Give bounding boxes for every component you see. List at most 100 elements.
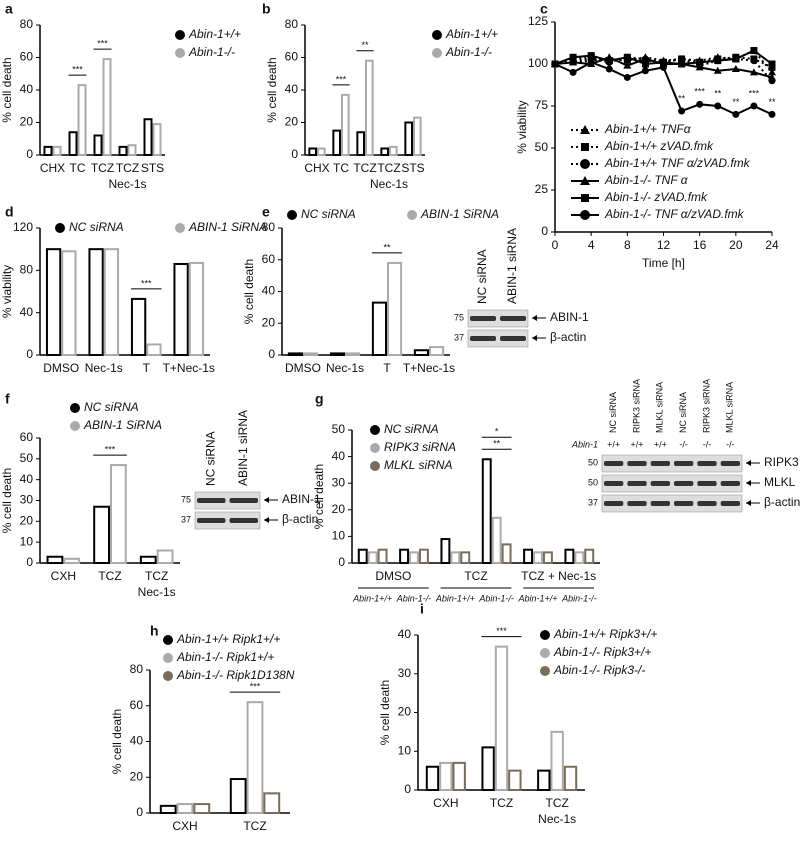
panel-letter: a	[5, 1, 13, 17]
legend-marker	[580, 159, 590, 169]
x-tick-label: Abin-1-/-	[478, 593, 514, 603]
blot-band	[697, 461, 717, 466]
bar	[389, 145, 398, 156]
bar	[440, 538, 451, 564]
bar	[93, 505, 110, 564]
point	[641, 60, 649, 68]
blot-band	[470, 336, 496, 341]
x-tick-label: Nec-1s	[85, 361, 123, 375]
significance-label: ***	[336, 74, 347, 84]
legend-marker	[407, 210, 417, 220]
blot-band	[627, 501, 647, 506]
y-tick-label: 40	[332, 449, 346, 463]
x-tick-label: 8	[624, 238, 631, 252]
point	[750, 47, 758, 55]
bar	[152, 123, 162, 156]
y-tick-label: 125	[528, 14, 548, 28]
point	[768, 110, 776, 118]
blot-lane-label: RIPK3 siRNA	[631, 379, 641, 433]
point	[750, 102, 758, 110]
y-tick-label: 40	[20, 305, 34, 319]
bar	[399, 548, 410, 565]
x-tick-label: T+Nec-1s	[163, 361, 215, 375]
genotype-value: +/+	[654, 439, 667, 449]
x-tick-note: Nec-1s	[370, 177, 408, 191]
point	[587, 52, 595, 60]
point	[678, 60, 686, 68]
bar	[263, 792, 281, 815]
bar	[452, 761, 466, 791]
blot-marker: 50	[588, 457, 598, 467]
x-tick-label: TCZ	[353, 161, 376, 175]
legend-label: Abin-1-/-	[188, 45, 235, 59]
y-tick-label: 120	[13, 220, 33, 234]
legend-label: Abin-1-/- TNF α/zVAD.fmk	[604, 207, 745, 221]
panel-letter: e	[262, 204, 270, 220]
x-tick-label: DMSO	[43, 361, 79, 375]
genotype-value: +/+	[607, 439, 620, 449]
significance-label: ***	[250, 682, 261, 692]
bar	[77, 84, 87, 156]
bar	[61, 250, 77, 357]
bar	[159, 804, 177, 814]
x-tick-label: CXH	[172, 819, 197, 833]
y-tick-label: 25	[535, 182, 549, 196]
legend-marker	[540, 630, 550, 640]
y-tick-label: 40	[130, 734, 144, 748]
bar	[365, 59, 374, 156]
group-label: DMSO	[375, 569, 411, 583]
genotype-value: -/-	[726, 439, 735, 449]
bar	[450, 551, 461, 564]
y-tick-label: 20	[130, 769, 144, 783]
x-tick-label: T	[383, 361, 391, 375]
bar	[404, 121, 413, 156]
x-tick-label: 0	[552, 238, 559, 252]
x-tick-label: Abin-1-/-	[396, 593, 432, 603]
blot-band	[604, 461, 624, 466]
legend-label: Abin-1-/- Ripk1D138N	[176, 668, 295, 682]
blot-band	[650, 501, 670, 506]
y-tick-label: 0	[136, 805, 143, 819]
blot-lane-label: NC siRNA	[608, 392, 618, 433]
bar	[46, 555, 64, 564]
legend-marker	[163, 671, 173, 681]
significance-label: **	[714, 88, 722, 98]
blot-band	[720, 501, 740, 506]
legend-label: Abin-1+/+	[445, 27, 498, 41]
point	[696, 100, 704, 108]
bar	[229, 778, 247, 814]
bar	[584, 548, 595, 565]
legend-label: ABIN-1 SiRNA	[188, 220, 267, 234]
blot-band	[197, 498, 226, 503]
significance-label: ***	[105, 444, 116, 454]
y-tick-label: 60	[20, 430, 34, 444]
y-tick-label: 20	[398, 705, 412, 719]
bar	[63, 557, 81, 564]
blot-band	[627, 481, 647, 486]
bar	[93, 134, 103, 156]
blot-band-label: RIPK3	[764, 455, 799, 469]
significance-label: **	[383, 242, 391, 252]
bar	[146, 343, 162, 356]
legend-marker	[175, 48, 185, 58]
y-tick-label: 20	[20, 115, 34, 129]
legend-label: Abin-1-/- TNF α	[604, 173, 689, 187]
legend-marker	[370, 425, 380, 435]
y-tick-label: 60	[262, 252, 276, 266]
blot-band	[650, 461, 670, 466]
x-tick-label: CXH	[433, 796, 458, 810]
significance-label: ***	[72, 65, 83, 75]
legend-label: NC siRNA	[84, 400, 139, 414]
bar	[110, 464, 127, 565]
y-tick-label: 60	[20, 50, 34, 64]
legend-label: ABIN-1 SiRNA	[83, 418, 162, 432]
bar	[413, 349, 430, 356]
bar	[481, 746, 495, 791]
bar	[508, 769, 522, 791]
y-tick-label: 0	[26, 555, 33, 569]
y-tick-label: 0	[404, 782, 411, 796]
panel-letter: h	[150, 623, 159, 639]
bar	[418, 548, 429, 565]
point	[731, 65, 740, 73]
bar	[377, 548, 388, 565]
